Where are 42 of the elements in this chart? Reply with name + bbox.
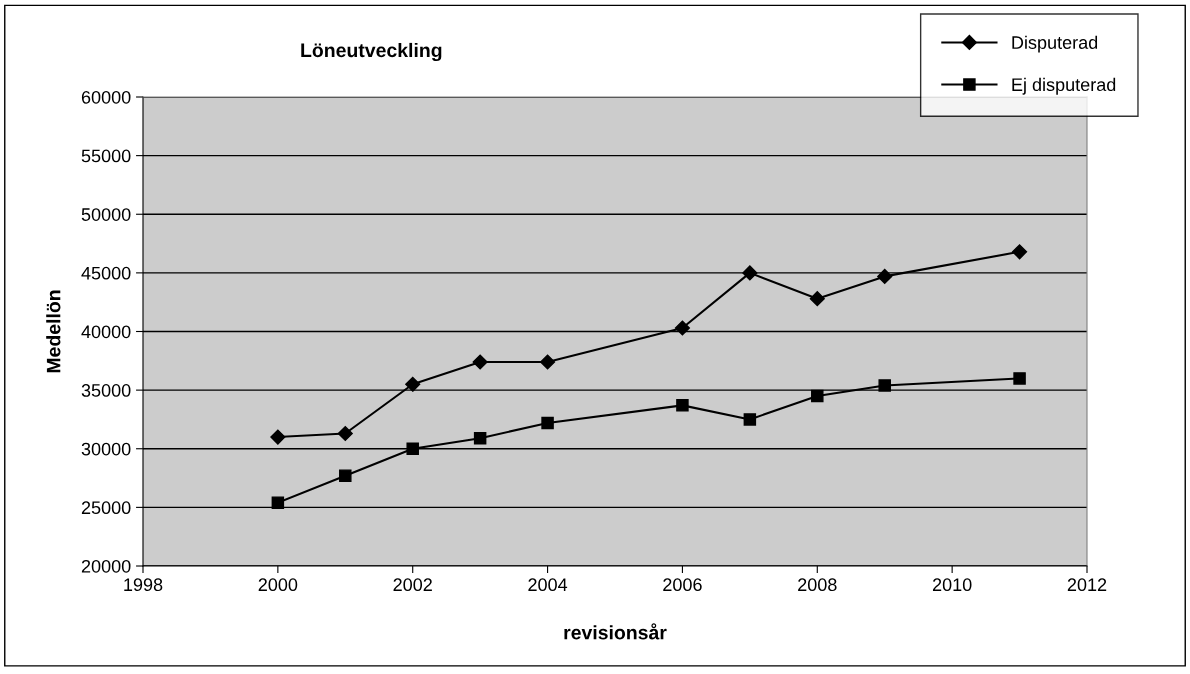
x-tick-label: 2000 [258,578,298,592]
y-tick-label: 50000 [81,208,131,221]
point [270,429,286,445]
point [809,291,825,307]
point [811,389,824,403]
y-tick-label: 30000 [81,442,131,456]
point [472,354,488,370]
x-tick-label: 2002 [393,578,432,592]
point [473,431,487,445]
y-tick-label: 60000 [81,90,131,104]
y-tick-label: 35000 [81,384,131,397]
point [742,265,758,281]
x-tick-label: 1998 [124,578,163,592]
point [339,469,352,482]
point [1013,372,1026,385]
y-tick-label: 40000 [81,325,131,339]
x-tick-label: 2012 [1067,578,1107,592]
x-tick-label: 2006 [663,578,702,592]
x-tick-label: 2004 [528,578,568,592]
point [271,496,285,509]
y-tick-label: 20000 [81,559,131,573]
legend-label: Disputerad [1012,35,1098,53]
point [405,376,421,392]
point [878,379,891,392]
legend-label: Ej disputerad [1012,77,1116,95]
point [674,320,690,336]
point [406,442,419,456]
y-tick-label: 25000 [81,501,131,515]
x-tick-label: 2010 [932,578,972,592]
point [540,354,556,370]
x-tick-label: 2008 [798,578,837,592]
point [676,399,689,412]
chart-title: Löneutveckling [301,42,442,62]
y-axis-title: Medellön [46,290,61,373]
y-tick-label: 45000 [81,266,131,280]
x-axis-title: revisionsår [564,623,667,640]
point [877,268,893,284]
y-tick-label: 55000 [81,149,131,163]
point [743,413,757,426]
point [337,425,353,442]
point [1012,244,1028,260]
point [541,416,554,430]
